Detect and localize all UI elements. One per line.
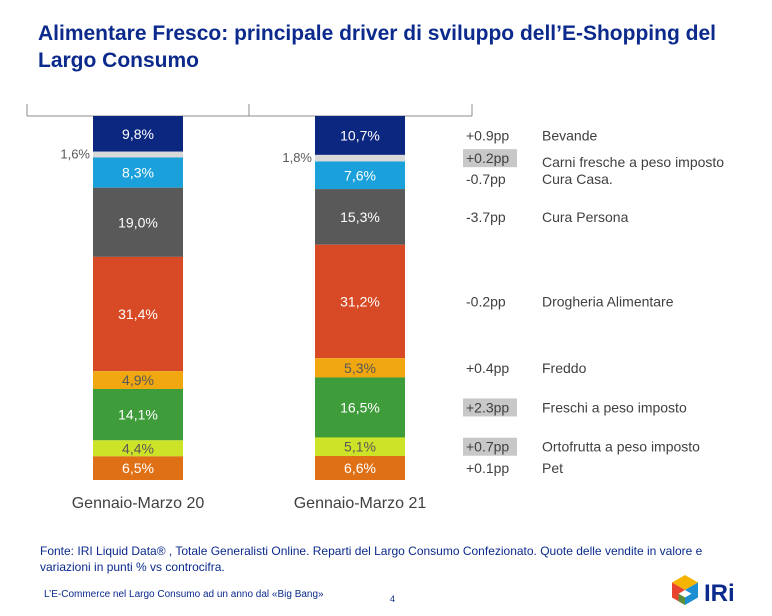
change-label: +0.4pp: [466, 360, 509, 376]
data-label: 8,3%: [122, 165, 154, 181]
iri-logo: IRi: [672, 575, 735, 607]
bar-segment: [315, 456, 405, 480]
change-label: +0.7pp: [466, 439, 509, 455]
change-label: +0.9pp: [466, 127, 509, 143]
data-label: 19,0%: [118, 214, 158, 230]
legend-label: Ortofrutta a peso imposto: [542, 439, 700, 455]
footer-text: L’E-Commerce nel Largo Consumo ad un ann…: [44, 589, 324, 600]
category-label: Gennaio-Marzo 21: [294, 495, 427, 512]
stacked-bar-chart: 9,8% 1,6% 8,3% 19,0% 31,4% 4,9% 14,1% 4,4% 6,5% G…: [26, 104, 724, 512]
data-label: 4,4%: [122, 440, 154, 456]
data-label: 31,4%: [118, 306, 158, 322]
legend-label: Freschi a peso imposto: [542, 399, 687, 415]
bar-segment: [315, 154, 405, 162]
data-label: 31,2%: [340, 293, 380, 309]
bar-segment: [315, 358, 405, 378]
data-label: 5,3%: [344, 360, 376, 376]
page-title: Alimentare Fresco: principale driver di …: [38, 22, 716, 72]
category-label: Gennaio-Marzo 20: [72, 495, 205, 512]
bar-segment: [315, 161, 405, 190]
change-label: +0.2pp: [466, 150, 509, 166]
bar-segment: [315, 437, 405, 456]
bar-segment: [93, 187, 183, 257]
legend-label: Pet: [542, 460, 563, 476]
data-label: 4,9%: [122, 372, 154, 388]
source-note: Fonte: IRI Liquid Data® , Totale General…: [40, 544, 703, 574]
legend-label: Cura Persona: [542, 209, 629, 225]
change-highlight: [463, 149, 517, 168]
data-label: 10,7%: [340, 127, 380, 143]
legend-label: Cura Casa.: [542, 171, 613, 187]
data-label: 6,6%: [344, 460, 376, 476]
legend-label: Drogheria Alimentare: [542, 293, 674, 309]
legend-label: Freddo: [542, 360, 587, 376]
data-label: 1,6%: [60, 147, 90, 162]
bar-segment: [93, 256, 183, 372]
change-label: -0.2pp: [466, 293, 506, 309]
iri-logo-icon: [672, 575, 698, 605]
data-label: 14,1%: [118, 407, 158, 423]
bar-segment: [93, 151, 183, 158]
data-label: 5,1%: [344, 439, 376, 455]
page-number: 4: [390, 594, 396, 604]
bar-segment: [315, 244, 405, 359]
bar-segment: [93, 371, 183, 389]
data-label: 1,8%: [282, 150, 312, 165]
data-label: 6,5%: [122, 460, 154, 476]
data-label: 9,8%: [122, 126, 154, 142]
change-highlight: [463, 437, 517, 456]
bar-segment: [93, 157, 183, 188]
change-highlight: [463, 398, 517, 417]
legend-label: Bevande: [542, 127, 597, 143]
legend-label: Carni fresche a peso imposto: [542, 154, 724, 170]
bar-segment: [315, 189, 405, 245]
change-label: -0.7pp: [466, 171, 506, 187]
data-label: 15,3%: [340, 209, 380, 225]
bar-segment: [315, 377, 405, 438]
data-label: 7,6%: [344, 167, 376, 183]
bar-segment: [93, 389, 183, 441]
change-label: -3.7pp: [466, 209, 506, 225]
data-label: 16,5%: [340, 399, 380, 415]
change-label: +2.3pp: [466, 399, 509, 415]
bar-segment: [93, 440, 183, 457]
bar-segment: [315, 116, 405, 155]
iri-logo-text: IRi: [704, 580, 735, 607]
bar-segment: [93, 116, 183, 152]
bar-segment: [93, 456, 183, 480]
change-label: +0.1pp: [466, 460, 509, 476]
